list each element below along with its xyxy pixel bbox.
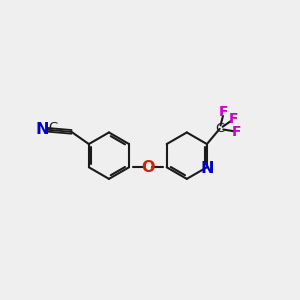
Text: C: C xyxy=(48,121,57,134)
Text: N: N xyxy=(36,122,49,137)
Text: O: O xyxy=(141,160,154,175)
Text: N: N xyxy=(200,160,214,175)
Text: F: F xyxy=(232,125,242,139)
Text: F: F xyxy=(219,106,229,119)
Text: F: F xyxy=(229,112,238,126)
Text: C: C xyxy=(215,122,224,135)
